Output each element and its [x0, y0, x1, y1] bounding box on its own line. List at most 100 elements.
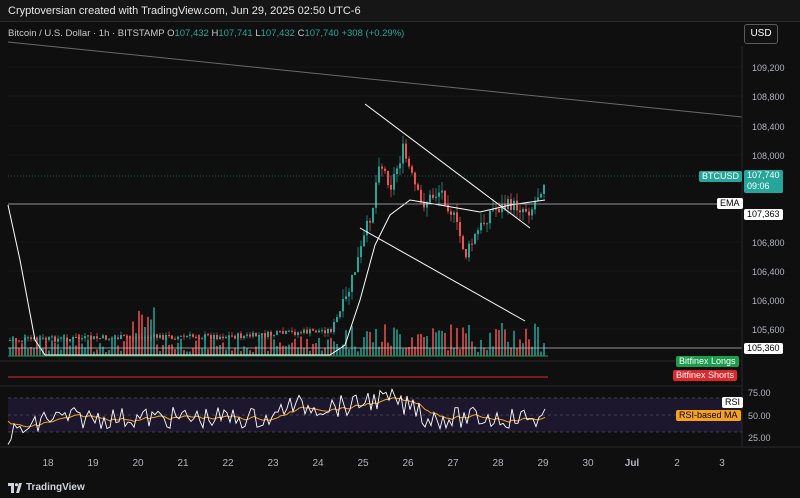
volume-bar	[513, 330, 515, 356]
volume-bar	[354, 346, 356, 356]
candle-body	[543, 184, 545, 194]
time-tick: 27	[447, 458, 459, 469]
candle-body	[405, 143, 407, 159]
rsi-tick: 50.00	[748, 411, 771, 421]
candle-body	[129, 337, 131, 339]
candle-body	[285, 330, 287, 334]
price-tick: 108,400	[752, 122, 785, 132]
volume-bar	[453, 347, 455, 356]
volume-bar	[252, 351, 254, 356]
volume-bar	[294, 338, 296, 356]
volume-bar	[156, 344, 158, 356]
volume-bar	[174, 349, 176, 356]
volume-bar	[483, 347, 485, 356]
volume-bar	[279, 342, 281, 356]
time-tick: 25	[357, 458, 369, 469]
time-tick: Jul	[625, 458, 640, 469]
volume-bar	[399, 334, 401, 356]
candle-body	[384, 168, 386, 171]
volume-bar	[213, 339, 215, 356]
volume-bar	[306, 338, 308, 356]
rsi-axis: 75.00 50.00 25.00	[748, 388, 771, 443]
volume-bar	[390, 345, 392, 356]
candle-body	[198, 337, 200, 339]
volume-bar	[198, 334, 200, 356]
candle-body	[459, 221, 461, 237]
volume-bar	[165, 338, 167, 356]
candle-body	[417, 184, 419, 190]
candle-body	[411, 166, 413, 173]
candle-body	[33, 337, 35, 340]
candle-body	[462, 236, 464, 250]
volume-bar	[12, 336, 14, 356]
rsi-ma-tag: RSI-based MA	[676, 410, 741, 421]
volume-bar	[435, 332, 437, 356]
volume-bar	[129, 335, 131, 356]
currency-button[interactable]: USD	[744, 24, 778, 44]
footer-brand: TradingView	[26, 482, 85, 493]
symbol-name[interactable]: Bitcoin / U.S. Dollar · 1h · BITSTAMP	[8, 28, 165, 39]
time-tick: 2	[674, 458, 680, 469]
volume-bar	[90, 337, 92, 356]
candle-body	[42, 337, 44, 339]
candle-body	[69, 339, 71, 342]
volume-bar	[495, 329, 497, 356]
volume-bar	[429, 348, 431, 356]
volume-bar	[240, 351, 242, 356]
ema-label-tag: EMA	[717, 198, 743, 209]
volume-bar	[210, 339, 212, 356]
volume-bars	[9, 307, 545, 356]
candle-body	[540, 193, 542, 198]
candle-body	[81, 338, 83, 340]
volume-bar	[402, 348, 404, 356]
candle-body	[63, 337, 65, 339]
volume-bar	[432, 328, 434, 356]
volume-bar	[126, 335, 128, 356]
candle-body	[156, 334, 158, 338]
volume-bar	[447, 350, 449, 356]
time-tick: 23	[267, 458, 279, 469]
candle-body	[453, 212, 455, 215]
candle-body	[441, 190, 443, 193]
candle-body	[306, 329, 308, 334]
candle-body	[456, 212, 458, 222]
symbol-info-line: Bitcoin / U.S. Dollar · 1h · BITSTAMP O1…	[8, 28, 404, 39]
upper-trendline	[7, 41, 743, 118]
candle-body	[324, 330, 326, 334]
volume-bar	[312, 343, 314, 356]
volume-bar	[15, 337, 17, 356]
candle-body	[186, 336, 188, 338]
volume-bar	[426, 336, 428, 356]
volume-bar	[33, 347, 35, 356]
price-axis[interactable]: 109,200 108,800 108,400 108,000 106,800 …	[752, 63, 785, 335]
candle-body	[219, 336, 221, 340]
volume-bar	[414, 346, 416, 356]
time-tick: 24	[312, 458, 324, 469]
candle-body	[168, 334, 170, 336]
volume-bar	[222, 342, 224, 356]
candle-body	[321, 330, 323, 332]
candle-body	[138, 337, 140, 339]
candle-body	[99, 338, 101, 340]
candle-body	[126, 335, 128, 338]
time-axis[interactable]: 18 19 20 21 22 23 24 25 26 27 28 29 30 J…	[42, 458, 725, 469]
volume-bar	[438, 330, 440, 356]
candle-body	[9, 339, 11, 341]
price-tick: 105,600	[752, 325, 785, 335]
volume-bar	[159, 351, 161, 356]
volume-bar	[135, 333, 137, 356]
candle-body	[339, 311, 341, 318]
volume-bar	[318, 337, 320, 356]
volume-bar	[510, 347, 512, 356]
candle-body	[234, 335, 236, 339]
candle-body	[111, 337, 113, 339]
volume-bar	[303, 347, 305, 356]
price-tick: 108,800	[752, 92, 785, 102]
volume-bar	[219, 344, 221, 356]
volume-bar	[309, 350, 311, 356]
volume-bar	[333, 341, 335, 356]
volume-bar	[96, 349, 98, 356]
candle-body	[297, 332, 299, 336]
volume-bar	[57, 344, 59, 356]
